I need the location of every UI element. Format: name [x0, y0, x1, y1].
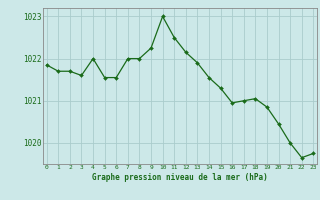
- X-axis label: Graphe pression niveau de la mer (hPa): Graphe pression niveau de la mer (hPa): [92, 173, 268, 182]
